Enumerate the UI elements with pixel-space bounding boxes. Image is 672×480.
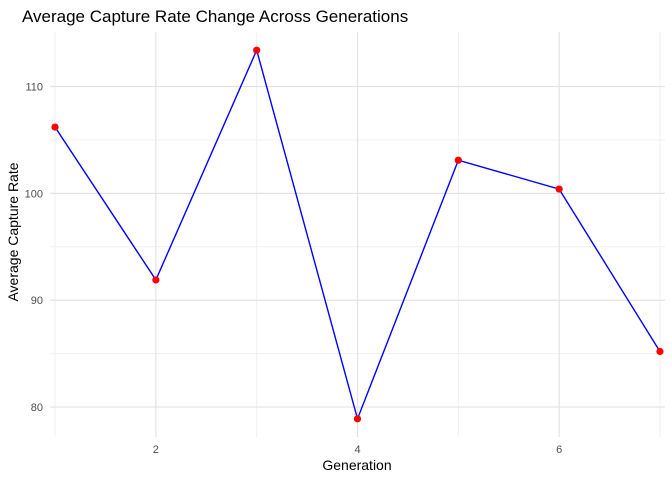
data-point bbox=[353, 415, 362, 423]
x-tick-label: 2 bbox=[153, 444, 159, 456]
y-tick-label: 80 bbox=[31, 402, 43, 414]
data-point bbox=[253, 46, 261, 54]
x-tick-label: 6 bbox=[556, 444, 562, 456]
y-tick-label: 100 bbox=[25, 188, 43, 200]
data-point bbox=[656, 347, 664, 356]
x-tick-label: 4 bbox=[354, 444, 360, 456]
data-points bbox=[51, 46, 664, 423]
x-axis-label: Generation bbox=[322, 457, 391, 473]
data-point bbox=[51, 123, 59, 131]
data-point bbox=[555, 185, 563, 193]
y-axis-ticks: 80 90 100 110 bbox=[25, 81, 43, 414]
data-point bbox=[454, 156, 462, 164]
y-tick-label: 90 bbox=[31, 295, 43, 307]
y-tick-label: 110 bbox=[25, 81, 43, 93]
y-axis-label: Average Capture Rate bbox=[5, 162, 21, 301]
data-point bbox=[152, 276, 160, 284]
chart-title: Average Capture Rate Change Across Gener… bbox=[22, 7, 408, 26]
x-axis-ticks: 2 4 6 bbox=[153, 444, 562, 456]
